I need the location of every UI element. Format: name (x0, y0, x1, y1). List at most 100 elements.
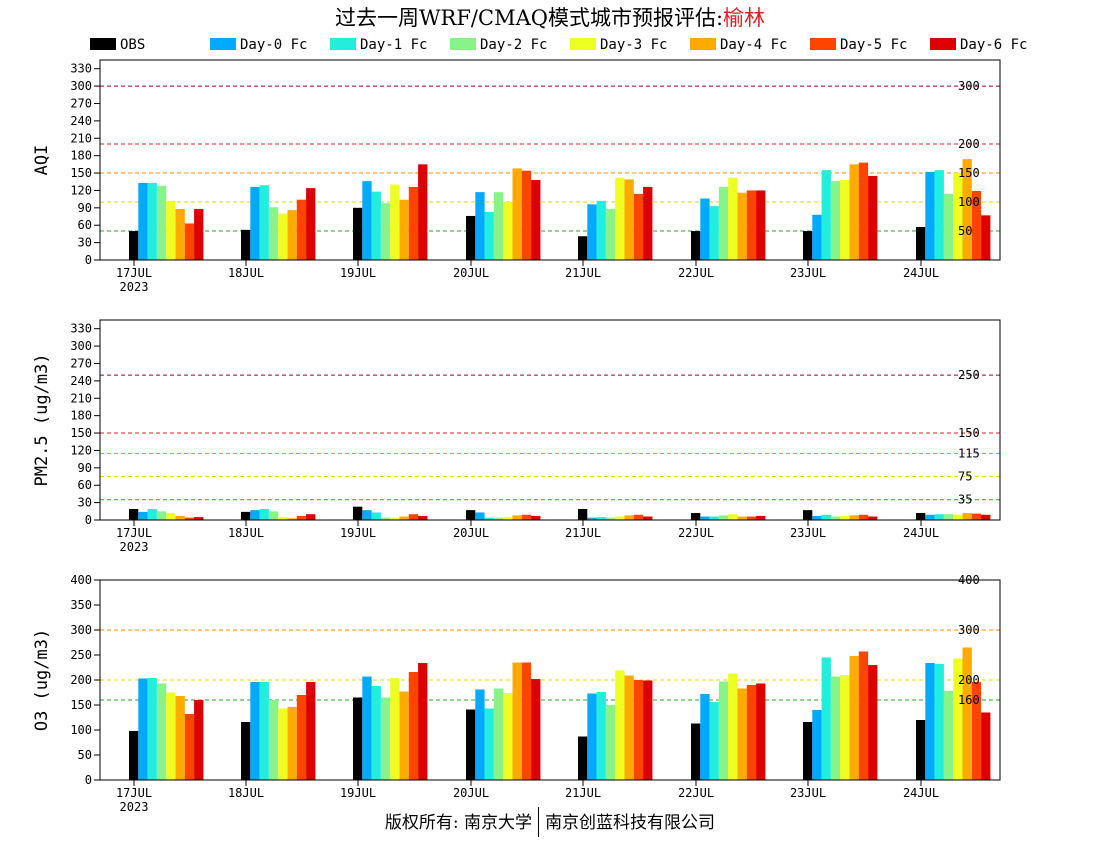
aqi-y-tick-label: 210 (70, 131, 92, 145)
pm25-bar (596, 517, 606, 520)
o3-bar (278, 708, 288, 780)
o3-bar (746, 685, 757, 780)
pm25-bar (371, 512, 381, 520)
aqi-bar (615, 177, 625, 260)
pm25-bar (578, 508, 588, 520)
o3-threshold-label: 300 (958, 623, 980, 637)
aqi-bar (268, 207, 279, 260)
aqi-bar (633, 193, 644, 260)
aqi-bar (475, 192, 485, 260)
aqi-bar (916, 226, 926, 260)
aqi-x-tick-label: 20JUL (453, 266, 489, 280)
o3-bar (830, 676, 841, 780)
o3-bar (521, 662, 532, 780)
footer-right: 南京创蓝科技有限公司 (545, 813, 716, 833)
o3-bar (166, 692, 176, 780)
pm25-bar (925, 514, 935, 520)
aqi-y-tick-label: 240 (70, 114, 92, 128)
pm25-y-tick-label: 240 (70, 374, 92, 388)
o3-bar (268, 700, 279, 780)
pm25-bar (241, 511, 251, 520)
aqi-bar (306, 188, 316, 260)
pm25-bar (296, 515, 307, 520)
pm25-bar (503, 517, 513, 520)
aqi-bar (700, 198, 710, 260)
aqi-bar (184, 223, 195, 260)
pm25-bar (756, 515, 766, 520)
aqi-bar (858, 162, 869, 260)
pm25-bar (700, 516, 710, 520)
o3-bar (418, 663, 428, 780)
aqi-bar (962, 159, 972, 260)
pm25-bar (531, 515, 541, 520)
o3-bar (971, 682, 982, 780)
aqi-bar (259, 185, 269, 260)
aqi-bar (466, 215, 476, 260)
pm25-bar (521, 514, 532, 520)
aqi-bar (840, 180, 850, 260)
aqi-threshold-label: 200 (958, 137, 980, 151)
pm25-y-tick-label: 60 (78, 478, 92, 492)
o3-x-tick-label: 20JUL (453, 786, 489, 800)
aqi-threshold-label: 100 (958, 195, 980, 209)
legend-swatch-day-1 (330, 38, 356, 50)
o3-y-tick-label: 350 (70, 598, 92, 612)
pm25-bar (259, 508, 269, 520)
aqi-bar (484, 211, 494, 260)
aqi-year-label: 2023 (120, 280, 149, 294)
legend-swatch-day-6 (930, 38, 956, 50)
o3-bar (259, 682, 269, 780)
o3-bar (728, 673, 738, 780)
o3-x-tick-label: 19JUL (340, 786, 376, 800)
pm25-bar (466, 510, 476, 520)
legend-label-day-4: Day-4 Fc (720, 37, 787, 53)
o3-bar (362, 676, 372, 780)
o3-y-tick-label: 200 (70, 673, 92, 687)
aqi-bar (587, 204, 597, 260)
o3-bar (596, 692, 606, 780)
pm25-bar (746, 516, 757, 520)
aqi-bar (353, 207, 363, 260)
aqi-bar (821, 170, 831, 260)
aqi-y-tick-label: 300 (70, 79, 92, 93)
pm25-bar (812, 515, 822, 520)
title-prefix: 过去一周WRF/CMAQ模式城市预报评估: (334, 6, 724, 30)
o3-y-tick-label: 300 (70, 623, 92, 637)
aqi-y-tick-label: 120 (70, 183, 92, 197)
o3-bar (615, 670, 625, 780)
pm25-bar (830, 516, 841, 520)
aqi-threshold-label: 300 (958, 79, 980, 93)
o3-bar (408, 672, 419, 780)
pm25-bar (971, 513, 982, 520)
legend-swatch-obs (90, 38, 116, 50)
pm25-threshold-label: 115 (958, 446, 980, 460)
o3-bar (691, 723, 701, 780)
aqi-bar (953, 173, 963, 260)
pm25-y-tick-label: 180 (70, 409, 92, 423)
o3-bar (399, 691, 409, 780)
pm25-bar (624, 515, 634, 520)
pm25-y-tick-label: 90 (78, 461, 92, 475)
aqi-bar (503, 202, 513, 260)
pm25-bar (166, 513, 176, 520)
aqi-y-tick-label: 90 (78, 201, 92, 215)
aqi-bar (849, 164, 859, 260)
aqi-y-tick-label: 180 (70, 149, 92, 163)
aqi-bar (737, 192, 747, 260)
pm25-bar (849, 515, 859, 520)
aqi-bar (709, 206, 719, 260)
pm25-threshold-label: 35 (958, 493, 972, 507)
pm25-y-tick-label: 120 (70, 443, 92, 457)
legend-label-day-5: Day-5 Fc (840, 37, 907, 53)
aqi-bar (521, 170, 532, 260)
o3-year-label: 2023 (120, 800, 149, 814)
aqi-bar (166, 200, 176, 260)
aqi-bar (278, 213, 288, 260)
pm25-y-tick-label: 150 (70, 426, 92, 440)
o3-bar (147, 678, 157, 780)
aqi-bar (803, 231, 813, 260)
pm25-bar (184, 517, 195, 520)
o3-bar (737, 688, 747, 780)
aqi-x-tick-label: 23JUL (790, 266, 826, 280)
pm25-bar (943, 514, 954, 520)
